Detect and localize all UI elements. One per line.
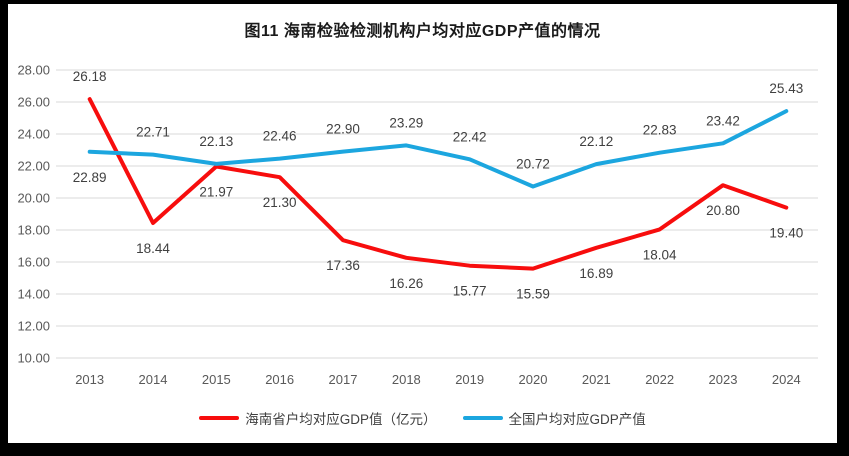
x-tick-label: 2022 xyxy=(645,372,674,387)
data-label-1: 22.71 xyxy=(136,125,170,140)
y-tick-label: 28.00 xyxy=(17,63,50,78)
y-tick-label: 10.00 xyxy=(17,351,50,366)
x-tick-label: 2020 xyxy=(519,372,548,387)
y-tick-label: 12.00 xyxy=(17,319,50,334)
data-label-1: 22.89 xyxy=(73,170,107,185)
plot-canvas: 28.00 26.00 24.00 22.00 20.00 18.00 16.00 14.00… xyxy=(17,63,818,387)
legend-item-hainan: 海南省户均对应GDP值（亿元） xyxy=(199,408,437,428)
y-tick-label: 18.00 xyxy=(17,223,50,238)
data-label-1: 22.13 xyxy=(199,134,233,149)
y-tick-label: 22.00 xyxy=(17,159,50,174)
data-label-0: 21.30 xyxy=(263,195,297,210)
data-label-1: 25.43 xyxy=(769,81,803,96)
x-tick-label: 2018 xyxy=(392,372,421,387)
data-label-1: 22.12 xyxy=(579,134,613,149)
chart-area: 图11 海南检验检测机构户均对应GDP产值的情况 28.00 26.00 24.00… xyxy=(8,4,837,443)
x-tick-label: 2013 xyxy=(75,372,104,387)
y-tick-label: 26.00 xyxy=(17,95,50,110)
x-tick-label: 2019 xyxy=(455,372,484,387)
x-tick-label: 2014 xyxy=(139,372,168,387)
y-tick-label: 16.00 xyxy=(17,255,50,270)
data-label-1: 23.42 xyxy=(706,113,740,128)
legend-item-national: 全国户均对应GDP产值 xyxy=(462,408,646,428)
x-tick-label: 2015 xyxy=(202,372,231,387)
y-tick-label: 14.00 xyxy=(17,287,50,302)
y-tick-label: 24.00 xyxy=(17,127,50,142)
data-label-0: 26.18 xyxy=(73,69,107,84)
chart-title: 图11 海南检验检测机构户均对应GDP产值的情况 xyxy=(244,23,601,40)
x-tick-label: 2016 xyxy=(265,372,294,387)
hainan-series-swatch xyxy=(199,416,240,420)
x-tick-label: 2017 xyxy=(329,372,358,387)
data-label-0: 19.40 xyxy=(769,226,803,241)
data-label-0: 18.04 xyxy=(643,247,677,262)
data-label-1: 20.72 xyxy=(516,156,550,171)
x-tick-label: 2024 xyxy=(772,372,801,387)
data-label-0: 20.80 xyxy=(706,203,740,218)
series-line-0 xyxy=(87,97,789,271)
data-label-0: 16.89 xyxy=(579,266,613,281)
series-line-1 xyxy=(87,109,789,189)
legend-label-national: 全国户均对应GDP产值 xyxy=(508,412,646,427)
legend: 海南省户均对应GDP值（亿元） 全国户均对应GDP产值 xyxy=(8,408,837,428)
data-label-1: 22.83 xyxy=(643,123,677,138)
data-label-0: 17.36 xyxy=(326,258,360,273)
data-label-0: 18.44 xyxy=(136,241,170,256)
data-label-0: 15.59 xyxy=(516,287,550,302)
data-label-0: 16.26 xyxy=(389,276,423,291)
y-tick-label: 20.00 xyxy=(17,191,50,206)
legend-label-hainan: 海南省户均对应GDP值（亿元） xyxy=(245,412,437,427)
data-label-1: 22.90 xyxy=(326,122,360,137)
x-tick-label: 2021 xyxy=(582,372,611,387)
data-label-1: 23.29 xyxy=(389,115,423,130)
x-tick-label: 2023 xyxy=(709,372,738,387)
data-label-1: 22.46 xyxy=(263,129,297,144)
national-series-swatch xyxy=(462,416,503,420)
data-label-1: 22.42 xyxy=(453,129,487,144)
data-label-0: 15.77 xyxy=(453,284,487,299)
data-label-0: 21.97 xyxy=(199,184,233,199)
